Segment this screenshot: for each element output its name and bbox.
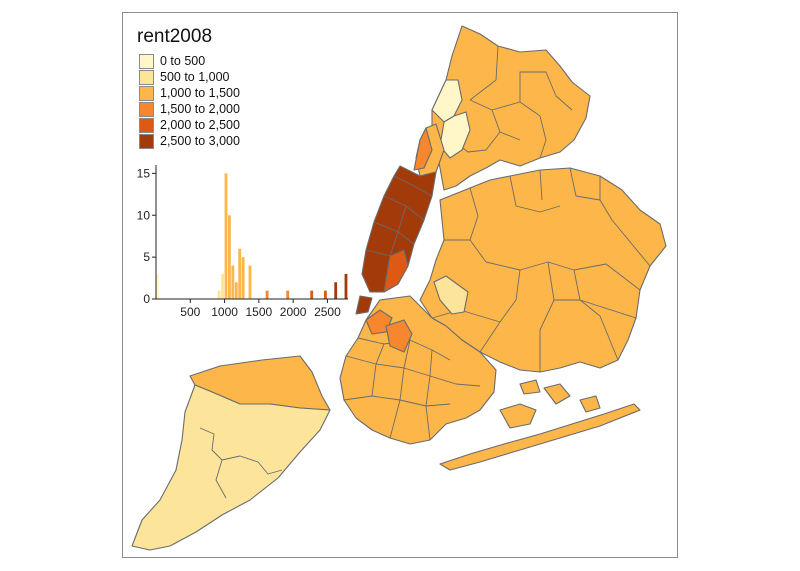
manhattan-tip (355, 295, 373, 315)
legend-item: 2,500 to 3,000 (139, 133, 240, 149)
brooklyn-high-rent-east (385, 319, 413, 353)
legend-title: rent2008 (137, 26, 213, 47)
manhattan-lower-west (383, 249, 409, 293)
legend-item: 2,000 to 2,500 (139, 117, 240, 133)
legend-label: 0 to 500 (160, 54, 206, 68)
jamaica-bay-islands (499, 379, 601, 429)
legend-label: 1,500 to 2,000 (160, 102, 240, 116)
legend-swatch (139, 53, 154, 69)
staten-island-south-shore (131, 384, 331, 551)
rockaway-peninsula (439, 403, 641, 471)
legend-label: 500 to 1,000 (160, 70, 230, 84)
legend-label: 2,000 to 2,500 (160, 118, 240, 132)
bronx-region (431, 25, 591, 191)
legend-swatch (139, 101, 154, 117)
legend-label: 1,000 to 1,500 (160, 86, 240, 100)
legend-swatch (139, 85, 154, 101)
legend-swatch (139, 133, 154, 149)
legend-item: 0 to 500 (139, 53, 205, 69)
legend-item: 500 to 1,000 (139, 69, 230, 85)
legend-swatch (139, 69, 154, 85)
legend-swatch (139, 117, 154, 133)
legend-label: 2,500 to 3,000 (160, 134, 240, 148)
legend-item: 1,500 to 2,000 (139, 101, 240, 117)
queens-low-rent-area (433, 275, 469, 315)
queens-region (419, 167, 667, 373)
manhattan-harlem (413, 127, 433, 171)
legend-item: 1,000 to 1,500 (139, 85, 240, 101)
